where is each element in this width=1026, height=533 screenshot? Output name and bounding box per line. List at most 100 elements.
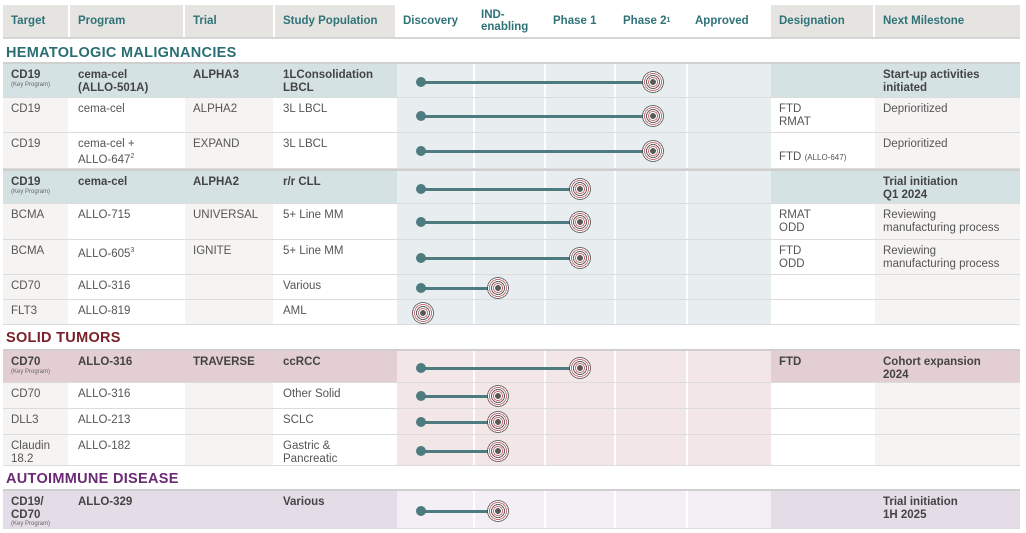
cell-milestone: Reviewing manufacturing process (875, 240, 1020, 274)
table-row: CD70 ALLO-316 Other Solid (3, 383, 1020, 409)
milestone-text: Reviewing (883, 209, 937, 221)
designation-note: (ALLO-647) (804, 152, 847, 162)
cell-designation (771, 64, 873, 97)
cell-program: ALLO-329 (70, 491, 183, 528)
cell-program: ALLO-819 (70, 300, 183, 324)
cell-program: cema-cel + ALLO-6472 (70, 133, 183, 168)
population-text: Various (283, 496, 325, 508)
cell-population: 1LConsolidation LBCL (275, 64, 395, 97)
cell-program: cema-cel (70, 171, 183, 203)
population-text: 3L LBCL (283, 103, 328, 115)
cell-designation: FTD ODD (771, 240, 873, 274)
program-text: cema-cel (78, 176, 128, 188)
stage-burst-icon (569, 211, 591, 233)
cell-program: ALLO-316 (70, 275, 183, 299)
cell-designation (771, 491, 873, 528)
cell-population: r/r CLL (275, 171, 395, 203)
table-row: CD19/ CD70 (Key Program) ALLO-329 Variou… (3, 489, 1020, 529)
stage-burst-icon (487, 500, 509, 522)
milestone-text-2: manufacturing process (883, 221, 1000, 234)
start-dot-icon (416, 363, 426, 373)
population-text: 1LConsolidation (283, 69, 374, 81)
milestone-text-2: 1H 2025 (883, 508, 927, 521)
footnote: 3 (130, 247, 135, 254)
start-dot-icon (416, 391, 426, 401)
cell-program: ALLO-213 (70, 409, 183, 434)
cell-target: DLL3 (3, 409, 68, 434)
cell-target: CD19 (3, 98, 68, 132)
cell-trial (185, 275, 273, 299)
start-dot-icon (416, 446, 426, 456)
stage-burst-icon (569, 247, 591, 269)
table-row: BCMA ALLO-715 UNIVERSAL 5+ Line MM RMAT … (3, 204, 1020, 240)
start-dot-icon (416, 506, 426, 516)
cell-program: ALLO-316 (70, 351, 183, 382)
cell-trial (185, 409, 273, 434)
program-text: ALLO-715 (78, 209, 131, 221)
header-next-milestone: Next Milestone (875, 5, 1020, 37)
target-text: CD19 (11, 138, 41, 150)
cell-designation (771, 171, 873, 203)
phase2-footnote: 1 (666, 17, 671, 24)
start-dot-icon (416, 253, 426, 263)
header-trial: Trial (185, 5, 273, 37)
cell-milestone (875, 435, 1020, 465)
cell-population: AML (275, 300, 395, 324)
target-text: CD70 (11, 280, 41, 292)
cell-population: Various (275, 491, 395, 528)
progress-bar (421, 510, 488, 513)
table-row: BCMA ALLO-6053 IGNITE 5+ Line MM FTD ODD… (3, 240, 1020, 275)
cell-program: ALLO-715 (70, 204, 183, 239)
cell-target: CD70 (Key Program) (3, 351, 68, 382)
designation-text: FTD (779, 103, 802, 115)
progress-bar (421, 188, 570, 191)
cell-program: cema-cel (70, 98, 183, 132)
program-text: cema-cel (78, 103, 125, 115)
stage-burst-icon (642, 105, 664, 127)
cell-milestone: Trial initiation 1H 2025 (875, 491, 1020, 528)
phase2-label: Phase 2 (623, 15, 667, 27)
population-text: 3L LBCL (283, 138, 328, 150)
milestone-text-2: initiated (883, 81, 928, 94)
key-program-label: (Key Program) (11, 521, 51, 527)
stage-burst-icon (642, 140, 664, 162)
cell-trial: UNIVERSAL (185, 204, 273, 239)
cell-trial (185, 435, 273, 465)
target-text-2: 18.2 (11, 452, 34, 465)
progress-bar (421, 287, 488, 290)
population-text: SCLC (283, 414, 314, 426)
cell-trial: TRAVERSE (185, 351, 273, 382)
cell-trial (185, 491, 273, 528)
milestone-text: Deprioritized (883, 138, 948, 150)
cell-target: CD19 (3, 133, 68, 168)
header-study-population: Study Population (275, 5, 395, 37)
population-text: ccRCC (283, 356, 321, 368)
cell-milestone (875, 409, 1020, 434)
population-text-2: LBCL (283, 81, 314, 94)
cell-trial: IGNITE (185, 240, 273, 274)
stage-burst-icon (569, 357, 591, 379)
cell-designation (771, 409, 873, 434)
section-hematologic: HEMATOLOGIC MALIGNANCIES (6, 45, 237, 61)
cell-trial (185, 383, 273, 408)
header-target: Target (3, 5, 68, 37)
cell-population: Other Solid (275, 383, 395, 408)
stage-track (397, 300, 771, 324)
milestone-text: Reviewing (883, 245, 937, 257)
progress-bar (421, 257, 570, 260)
target-text: CD19/ (11, 496, 44, 508)
cell-milestone: Deprioritized (875, 133, 1020, 168)
cell-trial: ALPHA2 (185, 98, 273, 132)
designation-text-2: RMAT (779, 115, 811, 128)
target-text: CD70 (11, 388, 41, 400)
designation-text-2: ODD (779, 257, 805, 270)
program-text-2: (ALLO-501A) (78, 81, 149, 94)
cell-milestone: Trial initiation Q1 2024 (875, 171, 1020, 203)
target-text-2: CD70 (11, 508, 41, 521)
cell-target: BCMA (3, 204, 68, 239)
target-text: Claudin (11, 440, 50, 452)
designation-text-2: ODD (779, 221, 805, 234)
population-text: r/r CLL (283, 176, 321, 188)
population-text: Gastric & (283, 440, 331, 452)
table-row: CD70 ALLO-316 Various (3, 275, 1020, 300)
